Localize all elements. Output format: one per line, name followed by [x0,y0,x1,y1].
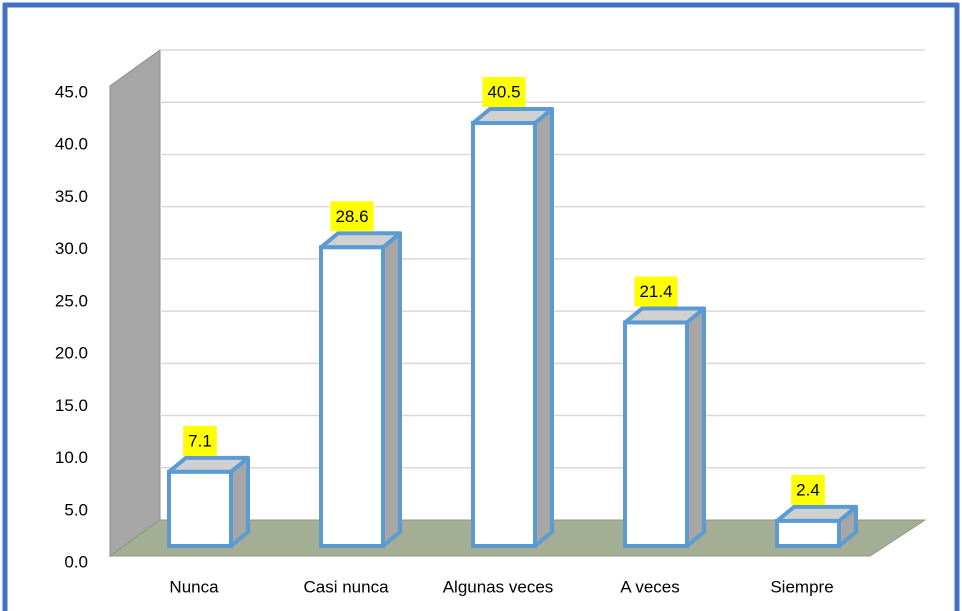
value-label-background [482,77,526,107]
y-tick-label: 45.0 [55,82,88,101]
bar-side [533,107,554,548]
x-tick-label: Algunas veces [443,577,554,596]
bar-top [775,504,858,523]
value-label: 28.6 [335,207,368,226]
value-label-background [791,474,825,505]
bar-top [623,306,706,325]
value-label: 21.4 [639,282,672,301]
y-tick-label: 10.0 [55,448,88,467]
side-wall [109,49,161,557]
bar [167,469,233,549]
y-tick-label: 30.0 [55,239,88,258]
bar [319,245,385,549]
value-label: 40.5 [487,82,520,101]
y-tick-label: 40.0 [55,135,88,154]
x-tick-label: A veces [620,577,680,596]
x-tick-label: Nunca [169,577,219,596]
value-label: 2.4 [796,480,820,499]
value-label-background [183,425,217,456]
y-tick-label: 25.0 [55,291,88,310]
y-tick-label: 0.0 [64,552,88,571]
value-label-background [330,201,374,232]
bar-side [685,306,706,548]
bar [775,518,841,549]
bar-top [471,107,554,125]
x-tick-label: Siempre [770,577,833,596]
y-tick-label: 20.0 [55,344,88,363]
value-label-background [634,276,678,307]
bar-top [319,231,402,250]
bar-top [167,455,250,474]
y-tick-label: 5.0 [64,500,88,519]
bar-side [381,231,402,548]
bar [471,121,537,548]
x-tick-label: Casi nunca [303,577,389,596]
y-tick-label: 35.0 [55,187,88,206]
bar [623,320,689,548]
y-tick-label: 15.0 [55,396,88,415]
value-label: 7.1 [188,431,212,450]
